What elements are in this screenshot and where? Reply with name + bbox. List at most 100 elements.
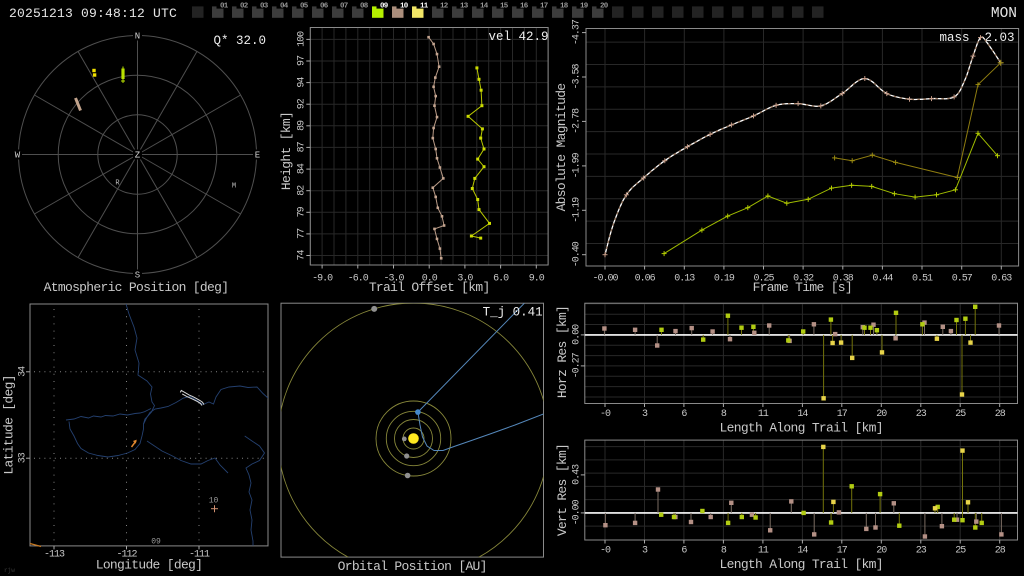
svg-text:Height [km]: Height [km]: [279, 112, 294, 190]
svg-text:06: 06: [320, 3, 329, 11]
svg-text:vel 42.9: vel 42.9: [488, 30, 548, 44]
svg-text:0.25: 0.25: [753, 273, 774, 284]
svg-text:Absolute Magnitude: Absolute Magnitude: [554, 84, 569, 212]
svg-text:28: 28: [995, 545, 1006, 556]
svg-text:rjw: rjw: [4, 567, 15, 574]
svg-text:-1.19: -1.19: [572, 197, 583, 223]
svg-text:0.63: 0.63: [991, 273, 1012, 284]
svg-text:Trail Offset [km]: Trail Offset [km]: [369, 280, 490, 295]
svg-text:94: 94: [297, 77, 308, 88]
svg-text:23: 23: [916, 409, 927, 420]
svg-text:-112: -112: [116, 550, 137, 561]
svg-text:20: 20: [600, 3, 609, 11]
svg-text:0.32: 0.32: [793, 273, 814, 284]
svg-text:Length Along Trail [km]: Length Along Trail [km]: [720, 557, 883, 572]
svg-text:Vert Res [km]: Vert Res [km]: [555, 444, 570, 536]
svg-text:10: 10: [400, 3, 409, 11]
svg-text:-2.78: -2.78: [572, 108, 583, 134]
svg-text:16: 16: [520, 3, 529, 11]
svg-text:23: 23: [916, 545, 927, 556]
svg-text:100: 100: [297, 31, 308, 47]
svg-text:92: 92: [297, 98, 308, 109]
svg-text:N: N: [135, 32, 140, 42]
svg-text:82: 82: [297, 185, 308, 196]
svg-text:14: 14: [480, 3, 489, 11]
svg-text:11: 11: [758, 545, 769, 556]
svg-text:0.51: 0.51: [912, 273, 933, 284]
svg-text:33: 33: [18, 452, 29, 463]
svg-text:0.0: 0.0: [422, 273, 438, 284]
svg-text:74: 74: [297, 250, 308, 261]
svg-text:13: 13: [460, 3, 469, 11]
svg-text:0.38: 0.38: [833, 273, 854, 284]
svg-text:-111: -111: [189, 550, 210, 561]
svg-text:25: 25: [955, 409, 966, 420]
svg-text:6.0: 6.0: [493, 273, 509, 284]
svg-text:-4.37: -4.37: [572, 19, 583, 45]
svg-text:17: 17: [837, 545, 848, 556]
svg-text:mass -2.03: mass -2.03: [939, 31, 1014, 45]
svg-text:-1.99: -1.99: [572, 152, 583, 178]
svg-text:MON: MON: [991, 6, 1017, 22]
svg-text:14: 14: [797, 545, 808, 556]
svg-text:11: 11: [420, 3, 429, 11]
svg-text:0.06: 0.06: [635, 273, 656, 284]
svg-text:-0.40: -0.40: [572, 241, 583, 267]
svg-text:09: 09: [151, 538, 161, 547]
svg-text:89: 89: [297, 120, 308, 131]
svg-text:14: 14: [797, 409, 808, 420]
svg-text:-113: -113: [44, 550, 65, 561]
svg-text:Horz Res [km]: Horz Res [km]: [555, 306, 570, 398]
svg-text:28: 28: [995, 409, 1006, 420]
svg-text:34: 34: [18, 366, 29, 377]
svg-text:-0.00: -0.00: [592, 273, 618, 284]
svg-text:17: 17: [837, 409, 848, 420]
svg-text:3: 3: [642, 409, 648, 420]
svg-text:6: 6: [681, 409, 687, 420]
svg-text:04: 04: [280, 3, 289, 11]
svg-text:87: 87: [297, 141, 308, 152]
svg-text:84: 84: [297, 163, 308, 174]
svg-text:9.0: 9.0: [529, 273, 545, 284]
svg-text:08: 08: [360, 3, 369, 11]
svg-text:20: 20: [876, 545, 887, 556]
svg-text:3.0: 3.0: [457, 273, 473, 284]
svg-text:97: 97: [297, 55, 308, 66]
svg-text:0.19: 0.19: [714, 273, 735, 284]
svg-text:-3.58: -3.58: [572, 64, 583, 90]
svg-text:-9.0: -9.0: [312, 273, 333, 284]
svg-text:17: 17: [540, 3, 548, 11]
svg-text:01: 01: [220, 3, 229, 11]
svg-text:6: 6: [681, 545, 687, 556]
svg-text:07: 07: [340, 3, 348, 11]
svg-text:-3.0: -3.0: [383, 273, 404, 284]
svg-text:R: R: [115, 180, 120, 188]
svg-text:Q* 32.0: Q* 32.0: [213, 34, 266, 48]
svg-text:0.13: 0.13: [674, 273, 695, 284]
svg-text:0.57: 0.57: [952, 273, 973, 284]
svg-text:18: 18: [560, 3, 569, 11]
svg-text:-0: -0: [600, 409, 611, 420]
svg-text:M: M: [232, 183, 236, 191]
svg-text:03: 03: [260, 3, 269, 11]
svg-text:0.00: 0.00: [572, 324, 583, 345]
svg-text:8: 8: [721, 545, 727, 556]
svg-text:W: W: [15, 151, 21, 161]
svg-text:77: 77: [297, 228, 308, 239]
svg-text:3: 3: [642, 545, 648, 556]
svg-text:20251213 09:48:12 UTC: 20251213 09:48:12 UTC: [9, 6, 177, 21]
svg-text:-6.0: -6.0: [348, 273, 369, 284]
svg-text:-0.00: -0.00: [572, 499, 583, 525]
svg-text:E: E: [255, 151, 260, 161]
svg-text:12: 12: [440, 3, 449, 11]
svg-text:09: 09: [380, 3, 389, 11]
svg-text:T_j 0.41: T_j 0.41: [483, 306, 543, 320]
svg-text:19: 19: [580, 3, 589, 11]
svg-text:Atmospheric Position [deg]: Atmospheric Position [deg]: [44, 280, 229, 295]
svg-text:0.43: 0.43: [572, 464, 583, 485]
svg-text:-0: -0: [600, 545, 611, 556]
svg-text:Latitude [deg]: Latitude [deg]: [2, 375, 17, 474]
svg-text:-0.27: -0.27: [572, 352, 583, 378]
svg-text:Length Along Trail [km]: Length Along Trail [km]: [720, 420, 883, 435]
svg-text:S: S: [135, 271, 140, 281]
